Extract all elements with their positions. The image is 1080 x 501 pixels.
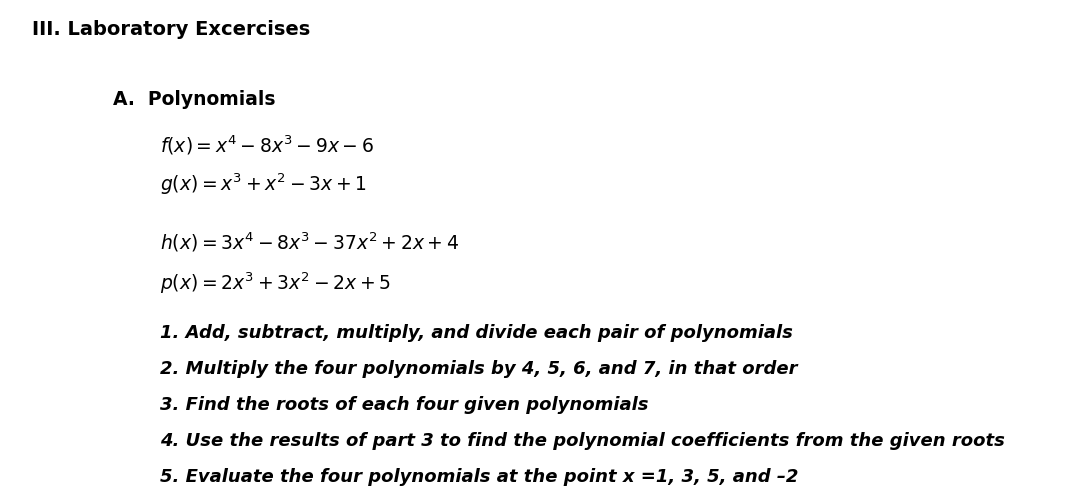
Text: $\mathit{p}(\mathit{x}) = 2\mathit{x}^3 + 3\mathit{x}^2 - 2\mathit{x} + 5$: $\mathit{p}(\mathit{x}) = 2\mathit{x}^3 …: [160, 270, 391, 295]
Text: $\mathit{h}(\mathit{x}) = 3\mathit{x}^4 - 8\mathit{x}^3 - 37\mathit{x}^2 + 2\mat: $\mathit{h}(\mathit{x}) = 3\mathit{x}^4 …: [160, 230, 459, 254]
Text: III. Laboratory Excercises: III. Laboratory Excercises: [32, 20, 311, 39]
Text: $\mathit{f}(\mathit{x}) = \mathit{x}^4 - 8\mathit{x}^3 - 9\mathit{x} - 6$: $\mathit{f}(\mathit{x}) = \mathit{x}^4 -…: [160, 133, 374, 156]
Text: 4. Use the results of part 3 to find the polynomial coefficients from the given : 4. Use the results of part 3 to find the…: [160, 431, 1004, 449]
Text: A.  Polynomials: A. Polynomials: [113, 90, 275, 109]
Text: 1. Add, subtract, multiply, and divide each pair of polynomials: 1. Add, subtract, multiply, and divide e…: [160, 323, 793, 341]
Text: $\mathit{g}(\mathit{x}) = \mathit{x}^3 + \mathit{x}^2 - 3\mathit{x} + 1$: $\mathit{g}(\mathit{x}) = \mathit{x}^3 +…: [160, 171, 366, 197]
Text: 2. Multiply the four polynomials by 4, 5, 6, and 7, in that order: 2. Multiply the four polynomials by 4, 5…: [160, 359, 797, 377]
Text: 5. Evaluate the four polynomials at the point x =1, 3, 5, and –2: 5. Evaluate the four polynomials at the …: [160, 467, 798, 485]
Text: 3. Find the roots of each four given polynomials: 3. Find the roots of each four given pol…: [160, 395, 648, 413]
